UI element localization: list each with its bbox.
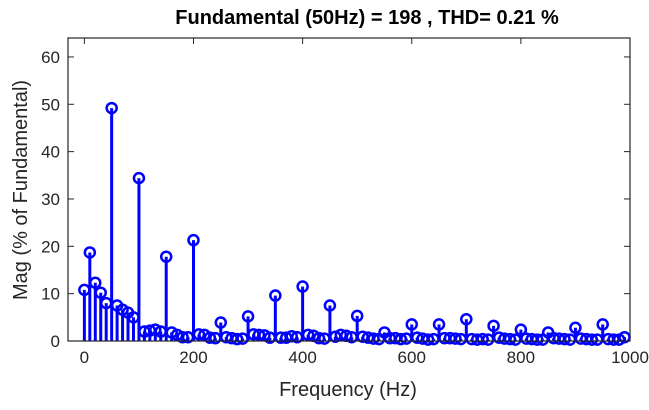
stem-marker [487, 319, 500, 333]
axes-box [67, 37, 631, 342]
stem-marker [94, 286, 107, 299]
stem-marker [89, 276, 102, 290]
stem-marker [323, 299, 337, 312]
y-tick-label: 0 [51, 332, 60, 351]
y-tick-label: 10 [41, 285, 60, 304]
x-tick-label: 400 [288, 348, 316, 367]
stem-marker [449, 332, 462, 345]
stem-marker [83, 246, 97, 259]
x-tick-label: 800 [507, 348, 535, 367]
stem-marker [187, 233, 200, 247]
stem-marker [367, 332, 380, 345]
stem-marker [105, 101, 118, 115]
x-axis-label: Frequency (Hz) [279, 379, 417, 401]
stem-marker [569, 321, 582, 334]
stem-marker [432, 318, 446, 331]
y-tick-label: 30 [41, 190, 60, 209]
y-axis-label: Mag (% of Fundamental) [10, 80, 32, 300]
stem-marker [460, 312, 473, 326]
y-tick-label: 40 [41, 143, 60, 162]
stem-marker [159, 250, 173, 263]
stem-layer [78, 101, 631, 346]
stem-marker [192, 328, 206, 341]
x-tick-label: 0 [80, 348, 89, 367]
stem-marker [241, 310, 255, 323]
stem-marker [596, 318, 609, 331]
stem-marker [269, 289, 282, 302]
stem-marker [405, 318, 418, 331]
y-tick-label: 60 [41, 48, 60, 67]
stem-marker [334, 328, 348, 342]
x-tick-label: 1000 [611, 348, 649, 367]
stem-marker [149, 323, 162, 336]
stem-marker [203, 331, 217, 344]
stem-marker [312, 331, 326, 345]
stem-marker [558, 332, 571, 346]
x-tick-label: 600 [398, 348, 426, 367]
chart-title: Fundamental (50Hz) = 198 , THD= 0.21 % [175, 7, 559, 29]
plot-area [68, 38, 630, 341]
tick-layer: 0 200 400 600 800 1000 0 10 20 30 40 50 60 [41, 38, 649, 367]
stem-marker [214, 316, 228, 329]
stem-marker [252, 328, 266, 342]
stem-marker [514, 323, 528, 336]
stem-marker [301, 328, 315, 342]
stem-marker [296, 280, 309, 293]
stem-marker [476, 332, 489, 346]
stem-marker [350, 309, 364, 323]
x-tick-label: 200 [179, 348, 207, 367]
stem-marker [503, 332, 517, 346]
y-tick-label: 50 [41, 95, 60, 114]
y-tick-label: 20 [41, 237, 60, 256]
stem-marker [132, 171, 146, 185]
axes-frame [67, 37, 631, 342]
